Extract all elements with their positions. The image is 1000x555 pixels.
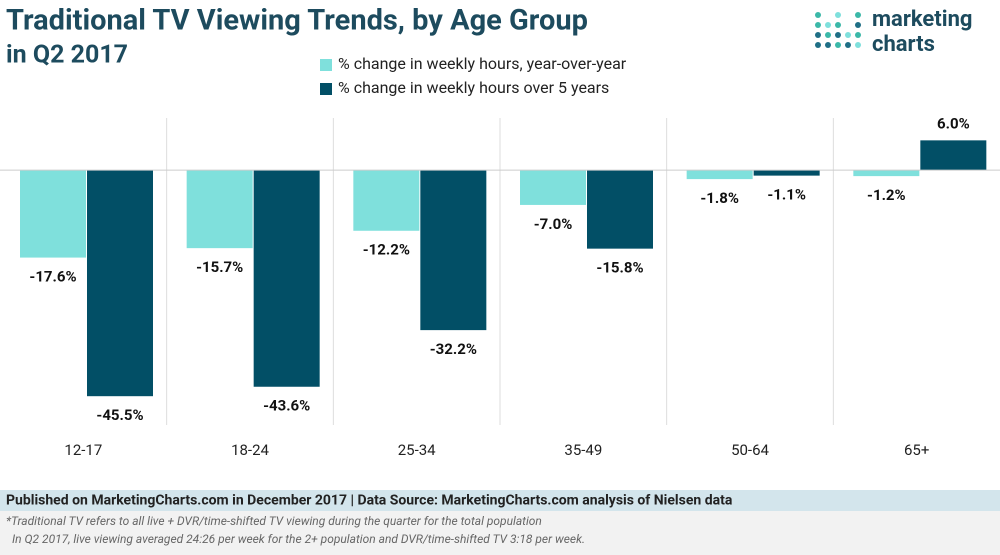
logo-text: charts (872, 32, 935, 57)
legend-label: % change in weekly hours, year-over-year (338, 54, 627, 73)
bar (587, 170, 653, 249)
value-label: -17.6% (29, 268, 76, 286)
value-label: -15.7% (196, 258, 243, 276)
x-tick-label: 50-64 (731, 441, 769, 459)
value-label: -1.1% (767, 186, 806, 204)
footer-band (0, 490, 1000, 511)
value-label: -7.0% (534, 215, 573, 233)
chart-title: Traditional TV Viewing Trends, by Age Gr… (6, 4, 588, 38)
bar (686, 170, 753, 180)
notes-band (0, 511, 1000, 555)
value-label: 6.0% (937, 114, 970, 132)
footer-source: Published on MarketingCharts.com in Dece… (6, 493, 733, 509)
bar (186, 170, 253, 249)
bar (253, 170, 320, 387)
bar (853, 170, 920, 177)
bar (20, 170, 86, 258)
bar (353, 170, 420, 231)
bar (87, 170, 153, 397)
bar (753, 170, 820, 176)
legend-label: % change in weekly hours over 5 years (338, 78, 609, 97)
logo-text: marketing (872, 7, 972, 32)
value-label: -43.6% (263, 397, 310, 415)
chart-subtitle: in Q2 2017 (6, 41, 128, 70)
bar (420, 170, 487, 331)
x-tick-label: 25-34 (398, 441, 436, 459)
footer-note: *Traditional TV refers to all live + DVR… (6, 514, 542, 528)
value-label: -15.8% (596, 259, 643, 277)
value-label: -12.2% (363, 241, 410, 259)
legend-swatch (320, 83, 332, 95)
value-label: -1.2% (867, 186, 906, 204)
x-tick-label: 35-49 (564, 441, 602, 459)
footer-note: In Q2 2017, live viewing averaged 24:26 … (12, 532, 585, 546)
value-label: -1.8% (700, 189, 739, 207)
x-tick-label: 18-24 (231, 441, 269, 459)
bar (520, 170, 586, 205)
bar (920, 140, 987, 171)
logo: marketing charts (815, 7, 972, 57)
value-label: -45.5% (96, 406, 143, 424)
legend-swatch (320, 59, 332, 71)
x-tick-label: 12-17 (64, 441, 102, 459)
x-tick-label: 65+ (904, 441, 929, 459)
value-label: -32.2% (430, 340, 477, 358)
